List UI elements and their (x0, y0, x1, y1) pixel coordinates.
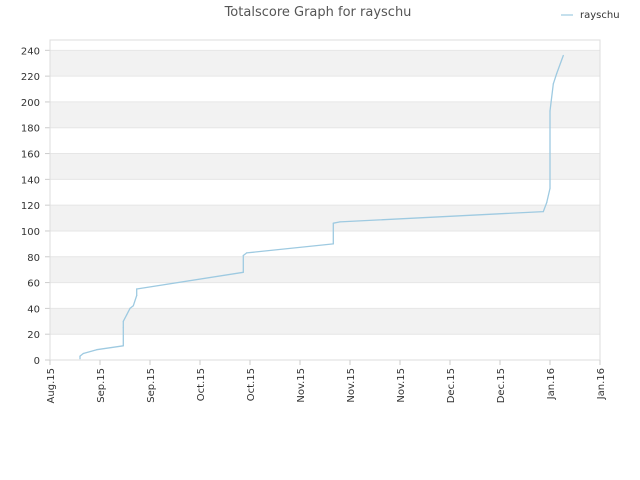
chart-title: Totalscore Graph for rayschu (224, 5, 412, 20)
y-tick-label: 40 (27, 304, 40, 315)
data-point (552, 83, 554, 85)
y-tick-label: 160 (21, 150, 40, 161)
data-point (126, 314, 128, 316)
x-tick-label: Sep.15 (146, 368, 157, 403)
grid-lines (45, 49, 600, 361)
plot-frame (49, 39, 601, 361)
y-tick-label: 180 (21, 124, 40, 135)
x-tick-label: Oct.15 (196, 368, 207, 401)
y-tick-label: 100 (21, 227, 40, 238)
y-tick-label: 240 (21, 46, 40, 57)
data-point (79, 358, 81, 360)
data-point (82, 352, 84, 355)
data-point (332, 222, 334, 224)
data-point (122, 345, 124, 347)
x-tick-label: Aug.15 (46, 368, 57, 403)
data-point (122, 320, 124, 322)
data-point (132, 305, 134, 307)
data-point (549, 110, 551, 112)
grid-band (50, 334, 600, 360)
data-point (549, 187, 551, 189)
y-axis: 0 20 40 60 80 100 120 140 160 180 200 220 240 (21, 46, 40, 367)
legend-label: rayschu (580, 10, 620, 21)
data-point (542, 211, 544, 213)
data-point (332, 243, 334, 245)
grid-band (50, 40, 600, 51)
y-tick-label: 80 (27, 253, 40, 264)
data-point (122, 327, 124, 329)
grid-band (50, 282, 600, 309)
y-tick-label: 20 (27, 330, 40, 341)
x-tick-label: Jan.16 (596, 368, 607, 400)
data-point (339, 221, 341, 223)
data-point (242, 254, 244, 257)
data-point (79, 355, 81, 357)
y-tick-label: 120 (21, 201, 40, 212)
data-point (546, 202, 548, 204)
y-tick-label: 140 (21, 175, 40, 186)
data-point (136, 288, 138, 290)
x-tick-label: Dec.15 (446, 368, 457, 403)
data-point (562, 54, 564, 57)
grid-band (50, 76, 600, 102)
grid-band (50, 256, 600, 283)
x-tick-label: Nov.15 (346, 368, 357, 403)
x-tick-label: Nov.15 (396, 368, 407, 403)
grid-band (50, 50, 600, 77)
series-group (79, 54, 564, 360)
y-tick-label: 0 (34, 356, 40, 367)
grid-band (50, 101, 600, 128)
grid-band (50, 127, 600, 154)
x-tick-label: Jan.16 (546, 368, 557, 400)
data-point (242, 271, 244, 273)
y-tick-label: 200 (21, 98, 40, 109)
grid-band (50, 308, 600, 335)
grid-band (50, 205, 600, 231)
x-tick-label: Dec.15 (496, 368, 507, 403)
grid-bands (50, 40, 600, 360)
y-tick-label: 220 (21, 72, 40, 83)
x-tick-label: Nov.15 (296, 368, 307, 403)
data-point (136, 294, 138, 297)
grid-band (50, 230, 600, 257)
data-point (96, 349, 98, 351)
data-point (246, 252, 248, 254)
grid-band (50, 153, 600, 180)
data-point (129, 307, 131, 309)
grid-band (50, 179, 600, 206)
x-axis: Aug.15 Sep.15 Sep.15 Oct.15 Oct.15 Nov.15 Nov.… (46, 360, 607, 403)
x-tick-label: Sep.15 (96, 368, 107, 403)
data-point (556, 72, 558, 75)
x-tick-label: Oct.15 (246, 368, 257, 401)
legend: rayschu (561, 10, 620, 21)
y-tick-label: 60 (27, 279, 40, 290)
